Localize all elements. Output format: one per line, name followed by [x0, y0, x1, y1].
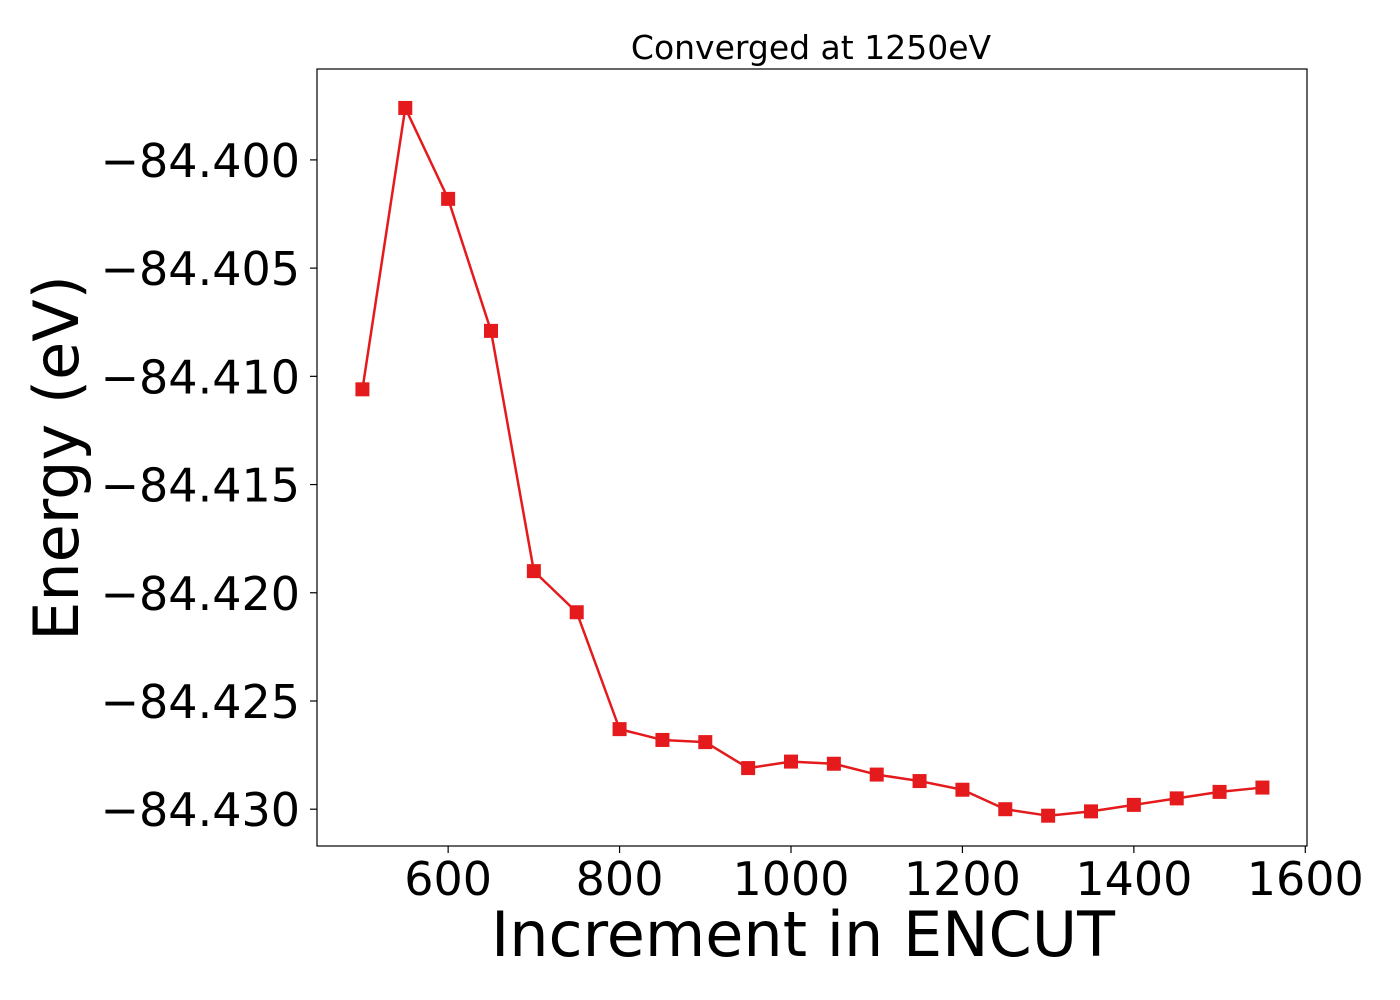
data-point-marker [1255, 780, 1270, 795]
plot-area [316, 68, 1308, 847]
x-tick-label: 1000 [732, 852, 849, 906]
y-tick-label: −84.430 [101, 783, 301, 837]
data-point-marker [569, 605, 584, 620]
data-point-marker [1212, 784, 1227, 799]
x-axis-label: Increment in ENCUT [491, 898, 1116, 971]
data-point-marker [1041, 808, 1056, 823]
y-tick-label: −84.410 [101, 350, 301, 404]
data-point-marker [526, 564, 541, 579]
data-point-marker [826, 756, 841, 771]
y-axis-label: Energy (eV) [20, 275, 93, 641]
series-line [361, 106, 1263, 817]
data-point-marker [912, 774, 927, 789]
y-axis: −84.400 −84.405 −84.410 −84.415 −84.420 −84.4… [101, 134, 317, 837]
data-point-marker [1126, 797, 1141, 812]
x-tick-label: 600 [404, 852, 492, 906]
x-tick-label: 1400 [1075, 852, 1192, 906]
data-point-marker [398, 100, 413, 115]
data-point-marker [998, 802, 1013, 817]
data-point-marker [655, 732, 670, 747]
data-point-marker [1169, 791, 1184, 806]
y-tick-label: −84.400 [101, 134, 301, 188]
data-point-marker [869, 767, 884, 782]
data-point-marker [1084, 804, 1098, 819]
data-point-marker [784, 754, 798, 769]
data-point-marker [355, 382, 370, 397]
data-point-marker [741, 761, 756, 776]
x-axis: 600 800 1000 1200 1400 1600 [404, 846, 1364, 906]
y-tick-label: −84.415 [101, 459, 301, 513]
x-tick-label: 800 [576, 852, 664, 906]
y-tick-label: −84.425 [101, 675, 301, 729]
data-point-marker [698, 735, 713, 750]
plot-frame [316, 68, 1308, 847]
chart-title: Converged at 1250eV [631, 28, 992, 67]
y-tick-label: −84.420 [101, 567, 301, 621]
data-point-marker [484, 323, 498, 338]
y-tick-label: −84.405 [101, 242, 301, 296]
x-tick-label: 1200 [904, 852, 1021, 906]
data-point-marker [612, 722, 627, 737]
data-point-marker [441, 191, 456, 206]
x-tick-label: 1600 [1247, 852, 1364, 906]
data-point-marker [955, 782, 970, 797]
